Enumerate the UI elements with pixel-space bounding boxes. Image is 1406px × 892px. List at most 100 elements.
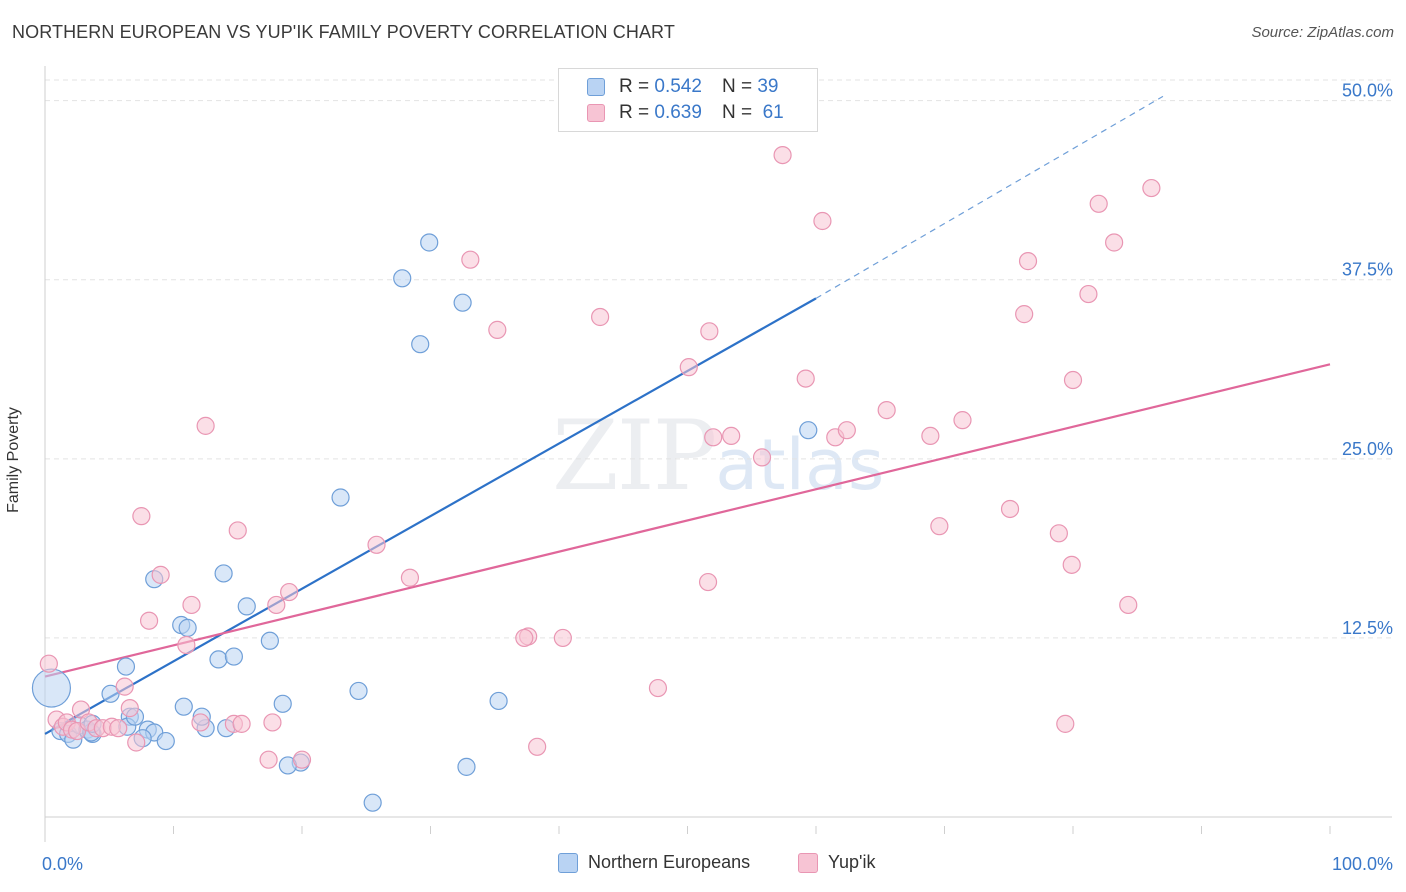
northern-european-point bbox=[156, 731, 175, 751]
yupik-point bbox=[837, 421, 856, 440]
yupik-point bbox=[115, 677, 134, 696]
yupik-point bbox=[109, 719, 128, 738]
northern-european-point bbox=[273, 694, 292, 713]
x-tick-label: 0.0% bbox=[42, 854, 83, 874]
northern-european-point bbox=[331, 488, 350, 507]
yupik-point bbox=[1089, 194, 1108, 213]
northern-european-point bbox=[799, 421, 818, 440]
r-label: R = bbox=[619, 76, 650, 97]
yupik-point bbox=[591, 307, 610, 327]
yupik-point bbox=[263, 713, 282, 732]
northern-european-point bbox=[457, 757, 476, 776]
yupik-point bbox=[1079, 284, 1098, 304]
northern-european-point bbox=[214, 564, 233, 583]
n-value: 39 bbox=[757, 76, 779, 97]
legend-label: Yup'ik bbox=[828, 852, 876, 872]
yupik-point bbox=[177, 635, 196, 655]
northern-european-point bbox=[174, 697, 193, 716]
yupik-point bbox=[1015, 305, 1034, 324]
yupik-point bbox=[1142, 178, 1161, 198]
stats-row-yupik: R = 0.639 N = 61 bbox=[587, 101, 784, 125]
legend-item-northern-europeans[interactable]: Northern Europeans bbox=[558, 852, 750, 873]
n-value: 61 bbox=[762, 102, 784, 123]
yupik-point bbox=[151, 565, 170, 584]
x-tick-label: 100.0% bbox=[1332, 854, 1393, 874]
yupik-point bbox=[773, 145, 792, 165]
northern-european-point bbox=[349, 681, 368, 701]
yupik-point bbox=[182, 595, 201, 615]
northern-european-point bbox=[101, 684, 120, 703]
northern-european-point bbox=[363, 793, 382, 812]
yupik-point bbox=[752, 448, 772, 467]
n-label: N = bbox=[721, 76, 753, 97]
yupik-point bbox=[704, 428, 723, 447]
northern-european-point bbox=[489, 691, 508, 711]
r-value: 0.542 bbox=[654, 76, 702, 97]
yupik-point bbox=[953, 411, 972, 430]
northern-european-point bbox=[411, 335, 430, 354]
yupik-point bbox=[1062, 555, 1081, 574]
yupik-point bbox=[722, 426, 741, 446]
stats-row-northern-europeans: R = 0.542 N = 39 bbox=[587, 75, 778, 99]
yupik-point bbox=[515, 628, 534, 648]
northern-european-point bbox=[237, 597, 256, 616]
yupik-point bbox=[648, 678, 668, 698]
yupik-point bbox=[228, 521, 247, 540]
yupik-point bbox=[39, 654, 58, 673]
yupik-point bbox=[1049, 524, 1068, 543]
r-value: 0.639 bbox=[654, 102, 702, 123]
yupik-point bbox=[528, 737, 547, 756]
yupik-point bbox=[877, 401, 896, 420]
yupik-point bbox=[292, 750, 312, 769]
source-label: Source: ZipAtlas.com bbox=[1251, 24, 1394, 41]
northern-european-point bbox=[224, 647, 243, 666]
northern-european-point bbox=[209, 650, 228, 669]
yupik-point bbox=[196, 416, 215, 435]
yupik-point bbox=[921, 426, 940, 446]
yupik-point bbox=[132, 507, 151, 526]
yupik-point bbox=[796, 369, 815, 388]
yupik-point bbox=[127, 733, 146, 752]
northern-european-point bbox=[116, 657, 136, 676]
yupik-point bbox=[120, 699, 139, 718]
pink-swatch-icon bbox=[798, 852, 818, 873]
yupik-point bbox=[139, 611, 159, 630]
northern-european-trend-extension bbox=[815, 95, 1164, 299]
northern-european-point bbox=[420, 233, 439, 252]
yupik-trend-line bbox=[44, 363, 1331, 678]
chart-title: NORTHERN EUROPEAN VS YUP'IK FAMILY POVER… bbox=[12, 22, 675, 42]
yupik-point bbox=[259, 750, 278, 769]
yupik-point bbox=[280, 582, 299, 602]
blue-swatch-icon bbox=[558, 852, 578, 873]
stats-legend: R = 0.542 N = 39 R = 0.639 N = 61 bbox=[558, 68, 818, 132]
blue-swatch-icon bbox=[587, 78, 605, 96]
yupik-point bbox=[461, 250, 480, 269]
yupik-point bbox=[1105, 233, 1124, 252]
tick-labels: 12.5% 25.0% 37.5% 50.0% 0.0% 100.0% bbox=[42, 81, 1393, 874]
yupik-point bbox=[1000, 499, 1020, 519]
yupik-point bbox=[1119, 595, 1138, 615]
yupik-point bbox=[553, 628, 572, 648]
yupik-point bbox=[367, 535, 386, 554]
legend-item-yupik[interactable]: Yup'ik bbox=[798, 852, 875, 873]
yupik-point bbox=[400, 568, 420, 587]
r-label: R = bbox=[619, 102, 650, 123]
yupik-point bbox=[1056, 714, 1075, 733]
axes bbox=[44, 66, 1392, 842]
yupik-point bbox=[679, 358, 698, 377]
pink-swatch-icon bbox=[587, 104, 605, 122]
y-tick-label: 50.0% bbox=[1342, 81, 1393, 101]
series-legend: Northern Europeans Yup'ik bbox=[0, 852, 1406, 878]
y-tick-label: 25.0% bbox=[1342, 439, 1393, 459]
watermark: ZIPatlas bbox=[552, 400, 885, 512]
northern-european-point bbox=[453, 293, 472, 312]
northern-european-trend-line bbox=[44, 297, 817, 735]
yupik-point bbox=[700, 322, 719, 341]
yupik-point bbox=[813, 211, 832, 231]
yupik-point bbox=[267, 595, 286, 615]
legend-label: Northern Europeans bbox=[588, 852, 751, 872]
yupik-point bbox=[488, 320, 507, 339]
northern-european-point bbox=[393, 269, 412, 288]
grid-lines bbox=[45, 79, 1392, 639]
